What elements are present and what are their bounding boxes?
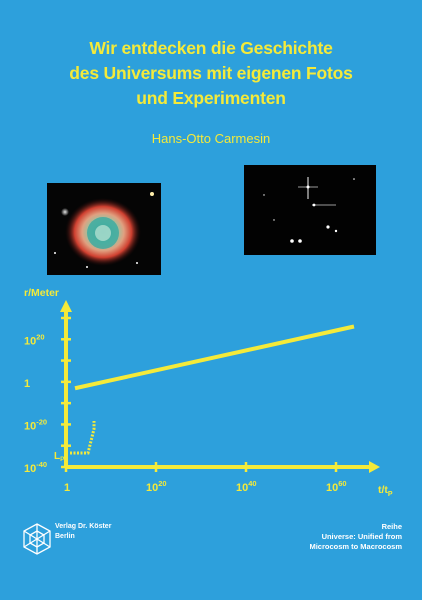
author-name: Hans-Otto Carmesin (151, 131, 271, 146)
planck-length-label: LP (54, 451, 65, 463)
ring-nebula-image (47, 183, 161, 275)
x-tick-label: 1020 (146, 479, 167, 494)
star-field-photo (244, 165, 376, 255)
chart-axes (60, 300, 380, 473)
title-line-1: Wir entdecken die Geschichte (89, 38, 333, 58)
y-tick-label: 1 (24, 378, 30, 390)
title-line-2: des Universums mit eigenen Fotos (69, 63, 353, 83)
star-field-image (244, 165, 376, 255)
ring-nebula-photo (47, 183, 161, 275)
x-tick-label: 1040 (236, 479, 257, 494)
y-axis-arrow-icon (60, 300, 72, 312)
x-axis-arrow-icon (369, 461, 380, 473)
title-line-3: und Experimenten (136, 88, 286, 108)
book-title: Wir entdecken die Geschichte des Univers… (0, 36, 422, 111)
series-label: Reihe (381, 522, 402, 531)
series-name-line-1: Universe: Unified from (321, 532, 402, 541)
scale-chart: 10-40 10-20 1 1020 1 1020 1040 1060 r/Meter t/t… (24, 287, 393, 498)
publisher-cube-logo-icon (23, 523, 51, 555)
y-tick-label: 10-40 (24, 460, 47, 475)
x-ticks: 1 1020 1040 1060 (64, 462, 347, 494)
y-ticks: 10-40 10-20 1 1020 (24, 316, 71, 475)
publisher-line-1: Verlag Dr. Köster (55, 523, 112, 530)
y-axis-label: r/Meter (24, 287, 59, 299)
x-tick-label: 1060 (326, 479, 347, 494)
series-name-line-2: Microcosm to Macrocosm (309, 542, 402, 551)
series-line (74, 324, 355, 391)
chart-labels: r/Meter t/tP LP (24, 287, 393, 498)
chart-series (70, 324, 355, 455)
publisher-name: Verlag Dr. Köster Berlin (55, 522, 111, 542)
x-axis-label: t/tP (378, 484, 393, 498)
x-tick-label: 1 (64, 482, 70, 494)
series-block: Reihe Universe: Unified from Microcosm t… (309, 522, 402, 552)
early-expansion-curve (70, 421, 96, 455)
publisher-line-2: Berlin (55, 533, 75, 540)
y-tick-label: 10-20 (24, 417, 47, 432)
publisher-block: Verlag Dr. Köster Berlin (22, 522, 142, 562)
y-tick-label: 1020 (24, 332, 45, 347)
